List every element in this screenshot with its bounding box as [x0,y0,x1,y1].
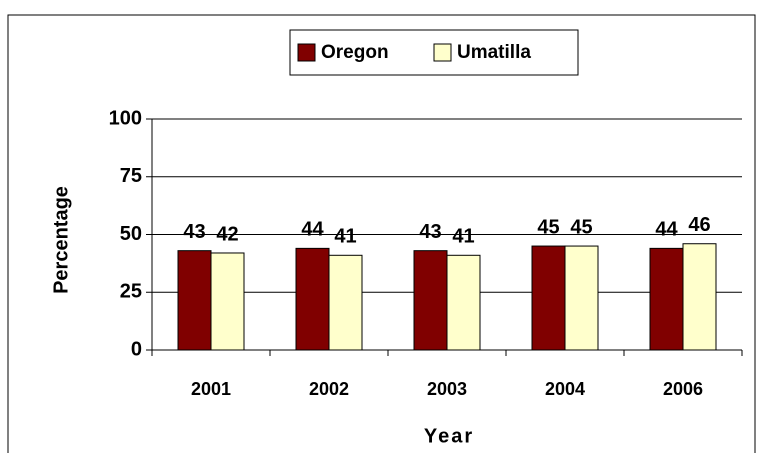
bar [649,247,684,351]
bar [531,245,566,351]
legend-label: Umatilla [457,42,531,63]
value-label: 43 [419,221,441,243]
x-tick-label: 2004 [545,379,585,399]
y-tick-label: 100 [109,107,142,129]
x-tick-label: 2001 [191,379,231,399]
bar [210,252,245,351]
value-label: 46 [688,214,710,236]
value-label: 45 [570,216,592,238]
value-label: 41 [334,226,356,248]
value-label: 44 [655,219,678,241]
bar [413,250,448,351]
bar [295,247,330,351]
y-tick-label: 50 [120,223,142,245]
value-label: 42 [216,223,238,245]
x-tick-label: 2002 [309,379,349,399]
x-tick-label: 2003 [427,379,467,399]
y-axis-label: Percentage [50,186,72,294]
y-tick-label: 25 [120,281,142,303]
value-label: 45 [537,216,559,238]
x-tick-label: 2006 [663,379,703,399]
bar [564,245,599,351]
bar [177,250,212,351]
value-label: 43 [183,221,205,243]
legend-swatch [433,43,452,62]
value-label: 44 [301,219,324,241]
bar [682,243,717,351]
y-tick-label: 75 [120,165,142,187]
bar [328,254,363,351]
bar [446,254,481,351]
legend-swatch [297,43,316,62]
x-axis-label: Year [424,425,474,447]
y-tick-label: 0 [131,338,142,360]
legend-label: Oregon [321,42,389,63]
value-label: 41 [452,226,474,248]
